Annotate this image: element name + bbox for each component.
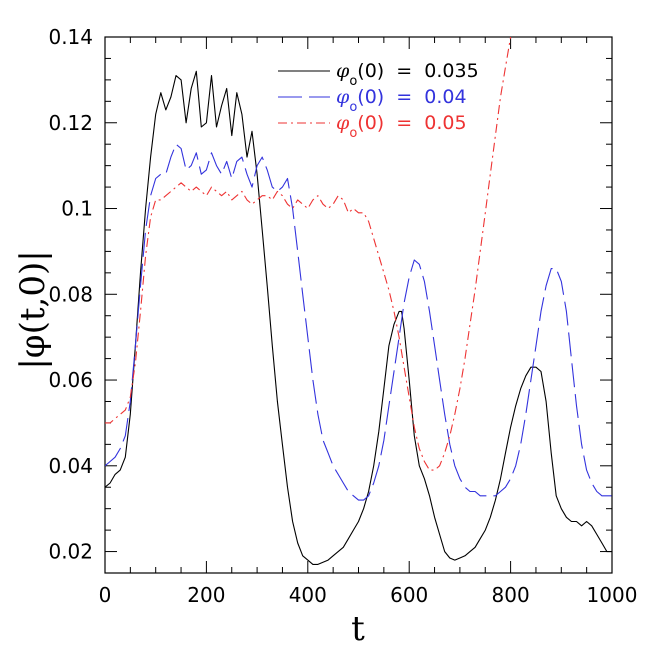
series-line-3 bbox=[105, 37, 512, 471]
y-tick-label: 0.1 bbox=[61, 197, 93, 221]
legend-label-2: φo(0) = 0.04 bbox=[336, 86, 467, 115]
x-tick-label: 400 bbox=[289, 583, 327, 607]
legend-label-3: φo(0) = 0.05 bbox=[336, 112, 467, 141]
series-layer bbox=[105, 37, 612, 565]
y-tick-label: 0.14 bbox=[48, 25, 93, 49]
y-tick-label: 0.04 bbox=[48, 454, 93, 478]
x-tick-label: 600 bbox=[390, 583, 428, 607]
y-tick-label: 0.08 bbox=[48, 282, 93, 306]
x-tick-label: 1000 bbox=[587, 583, 638, 607]
y-axis-title: |φ(t,0)| bbox=[13, 250, 53, 369]
x-tick-label: 200 bbox=[187, 583, 225, 607]
y-tick-label: 0.02 bbox=[48, 540, 93, 564]
series-line-2 bbox=[105, 143, 612, 501]
y-tick-labels: 0.02 0.04 0.06 0.08 0.1 0.12 0.14 bbox=[48, 25, 93, 564]
x-tick-label: 800 bbox=[492, 583, 530, 607]
legend-label-1: φo(0) = 0.035 bbox=[336, 60, 479, 89]
series-line-1 bbox=[105, 70, 612, 565]
x-tick-label: 0 bbox=[99, 583, 112, 607]
y-tick-label: 0.06 bbox=[48, 368, 93, 392]
x-tick-labels: 0 200 400 600 800 1000 bbox=[99, 583, 638, 607]
axis-ticks bbox=[104, 36, 613, 574]
x-axis-title: t bbox=[351, 609, 365, 649]
y-tick-label: 0.12 bbox=[48, 111, 93, 135]
